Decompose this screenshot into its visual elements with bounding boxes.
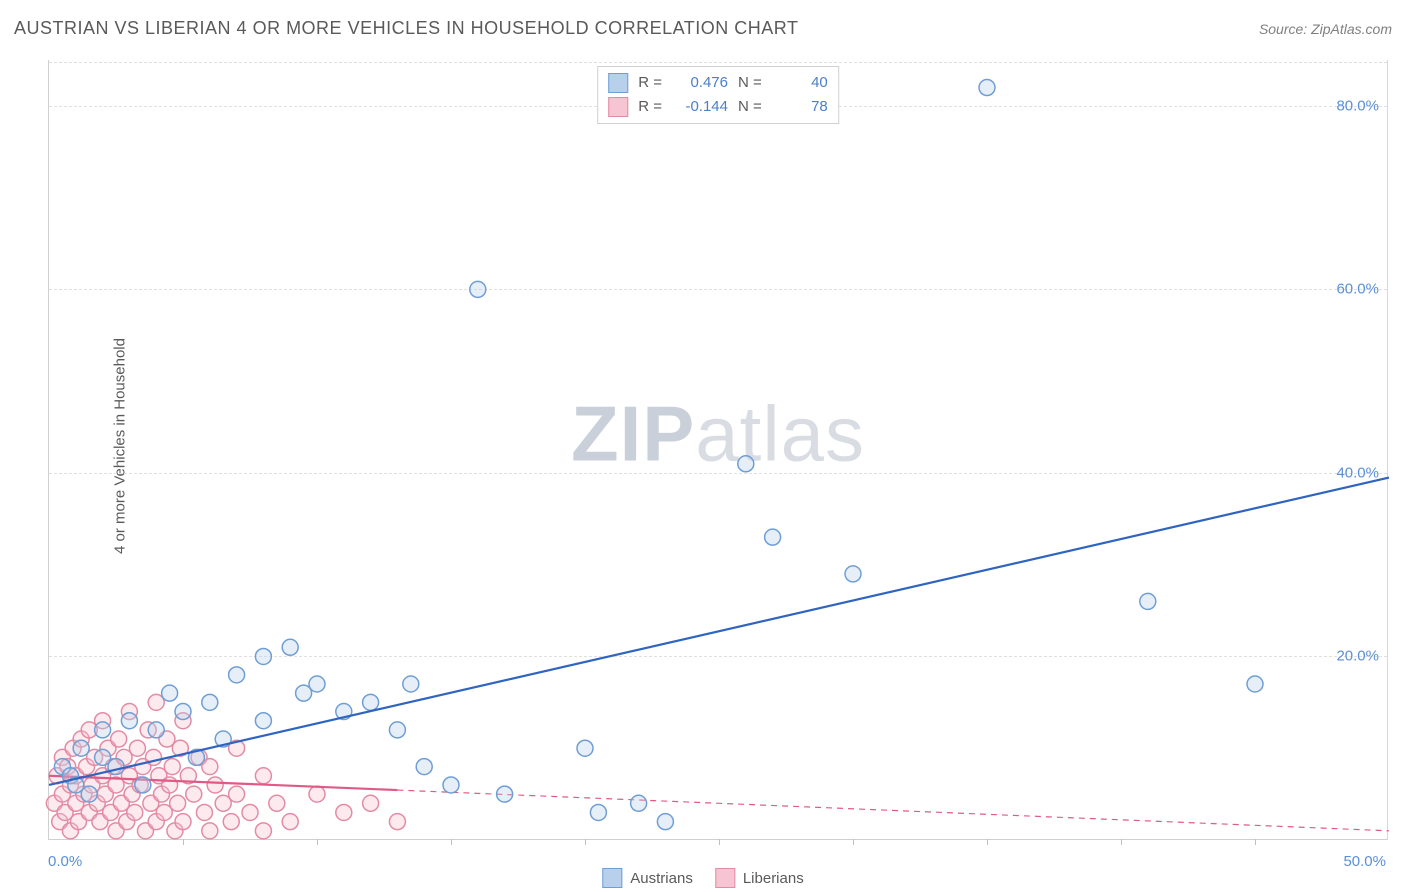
r-label: R = <box>638 71 662 95</box>
correlation-legend: R = 0.476 N = 40 R = -0.144 N = 78 <box>597 66 839 124</box>
n-value-liberians: 78 <box>772 95 828 119</box>
n-label: N = <box>738 95 762 119</box>
series-legend: Austrians Liberians <box>602 868 803 888</box>
x-axis-min-label: 0.0% <box>48 853 82 870</box>
legend-swatch-austrians <box>602 868 622 888</box>
chart-title: AUSTRIAN VS LIBERIAN 4 OR MORE VEHICLES … <box>14 18 798 39</box>
legend-label-liberians: Liberians <box>743 870 804 887</box>
legend-label-austrians: Austrians <box>630 870 693 887</box>
n-value-austrians: 40 <box>772 71 828 95</box>
legend-swatch-liberians <box>608 97 628 117</box>
legend-swatch-liberians <box>715 868 735 888</box>
chart-plot-area: ZIPatlas 20.0%40.0%60.0%80.0% R = 0.476 … <box>48 60 1388 840</box>
x-axis-max-label: 50.0% <box>1343 853 1386 870</box>
scatter-chart <box>49 60 1387 839</box>
r-value-austrians: 0.476 <box>672 71 728 95</box>
r-value-liberians: -0.144 <box>672 95 728 119</box>
r-label: R = <box>638 95 662 119</box>
source-attribution: Source: ZipAtlas.com <box>1259 21 1392 37</box>
n-label: N = <box>738 71 762 95</box>
legend-swatch-austrians <box>608 73 628 93</box>
